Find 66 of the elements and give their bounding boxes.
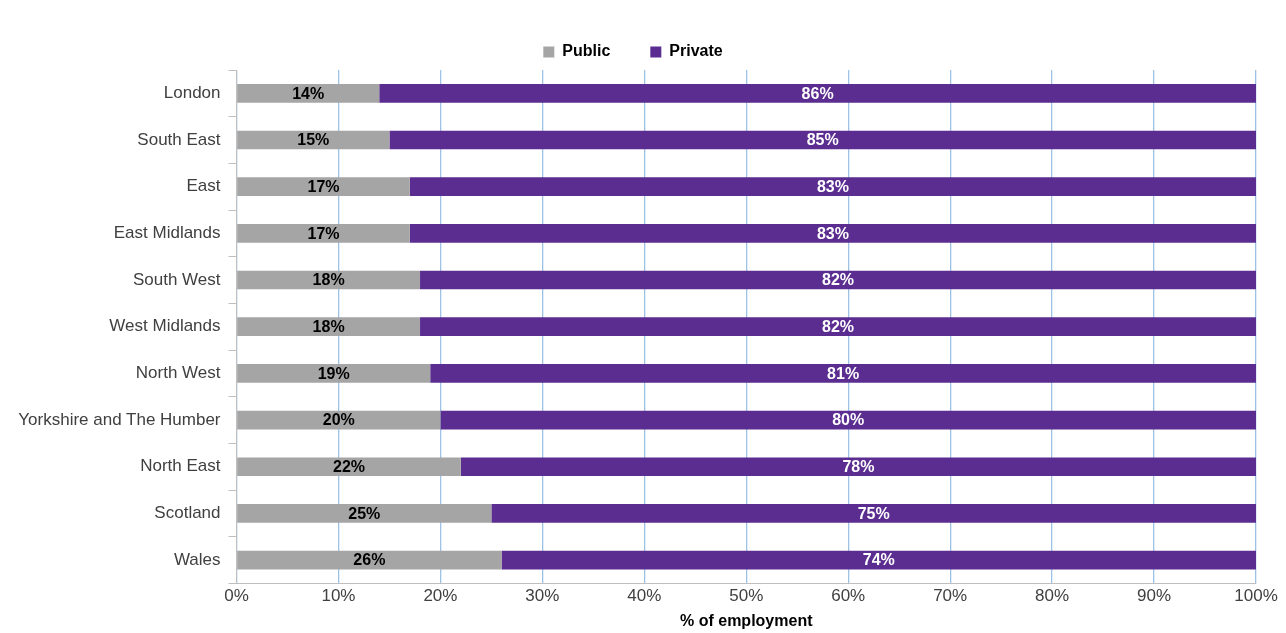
bar bbox=[409, 224, 1256, 243]
bar bbox=[501, 550, 1256, 570]
bar bbox=[237, 177, 410, 197]
bar bbox=[237, 550, 502, 570]
bar bbox=[440, 410, 1256, 430]
x-tick-label: 90% bbox=[1137, 586, 1172, 606]
x-tick-label: 100% bbox=[1234, 586, 1278, 606]
x-tick-label: 70% bbox=[933, 586, 968, 606]
x-tick-label: 60% bbox=[831, 586, 866, 606]
bar bbox=[430, 364, 1256, 383]
data-label: 19% bbox=[317, 364, 350, 382]
data-label: 75% bbox=[857, 504, 890, 522]
legend-label: Private bbox=[669, 42, 723, 60]
data-label: 83% bbox=[816, 178, 849, 196]
bar bbox=[237, 317, 421, 337]
legend-label: Public bbox=[562, 42, 611, 60]
data-label: 80% bbox=[832, 411, 865, 429]
data-label: 85% bbox=[806, 131, 839, 149]
bar bbox=[491, 504, 1256, 523]
bar bbox=[237, 84, 380, 103]
data-label: 26% bbox=[353, 551, 386, 569]
data-label: 20% bbox=[322, 411, 355, 429]
y-tick-label: North East bbox=[140, 456, 221, 476]
x-tick-label: 50% bbox=[729, 586, 764, 606]
bar bbox=[389, 130, 1256, 150]
y-tick-label: Yorkshire and The Humber bbox=[18, 409, 221, 429]
y-tick-label: East bbox=[186, 176, 221, 196]
y-tick-label: West Midlands bbox=[109, 316, 221, 336]
x-tick-label: 0% bbox=[224, 586, 249, 606]
bar bbox=[237, 457, 461, 477]
y-tick-label: South West bbox=[132, 269, 221, 289]
data-label: 18% bbox=[312, 318, 345, 336]
bar bbox=[237, 364, 431, 383]
data-label: 82% bbox=[822, 271, 855, 289]
bar bbox=[420, 270, 1256, 290]
data-label: 17% bbox=[307, 224, 340, 242]
data-label: 14% bbox=[292, 84, 325, 102]
data-label: 81% bbox=[827, 364, 860, 382]
data-label: 25% bbox=[348, 504, 381, 522]
y-tick-label: Scotland bbox=[154, 503, 221, 523]
data-label: 15% bbox=[297, 131, 330, 149]
x-tick-label: 30% bbox=[525, 586, 560, 606]
data-label: 82% bbox=[822, 318, 855, 336]
y-tick-label: South East bbox=[137, 129, 221, 149]
x-tick-label: 20% bbox=[423, 586, 458, 606]
bar bbox=[420, 317, 1256, 337]
y-tick-label: London bbox=[163, 83, 221, 103]
y-tick-label: Wales bbox=[173, 549, 221, 569]
data-label: 22% bbox=[332, 458, 366, 476]
x-tick-label: 10% bbox=[321, 586, 356, 606]
bar bbox=[460, 457, 1256, 477]
data-label: 86% bbox=[801, 84, 834, 102]
bar bbox=[379, 84, 1256, 103]
data-label: 83% bbox=[816, 224, 849, 242]
x-tick-label: 80% bbox=[1035, 586, 1070, 606]
y-tick-label: East Midlands bbox=[113, 223, 221, 243]
data-label: 74% bbox=[862, 551, 895, 569]
data-label: 17% bbox=[307, 178, 340, 196]
bar bbox=[237, 504, 492, 523]
x-tick-label: 40% bbox=[627, 586, 662, 606]
data-label: 18% bbox=[312, 271, 345, 289]
data-label: 78% bbox=[842, 458, 875, 476]
y-tick-label: North West bbox=[135, 363, 221, 383]
x-axis-title: % of employment bbox=[680, 611, 814, 629]
bar bbox=[237, 224, 410, 243]
bar bbox=[409, 177, 1256, 197]
